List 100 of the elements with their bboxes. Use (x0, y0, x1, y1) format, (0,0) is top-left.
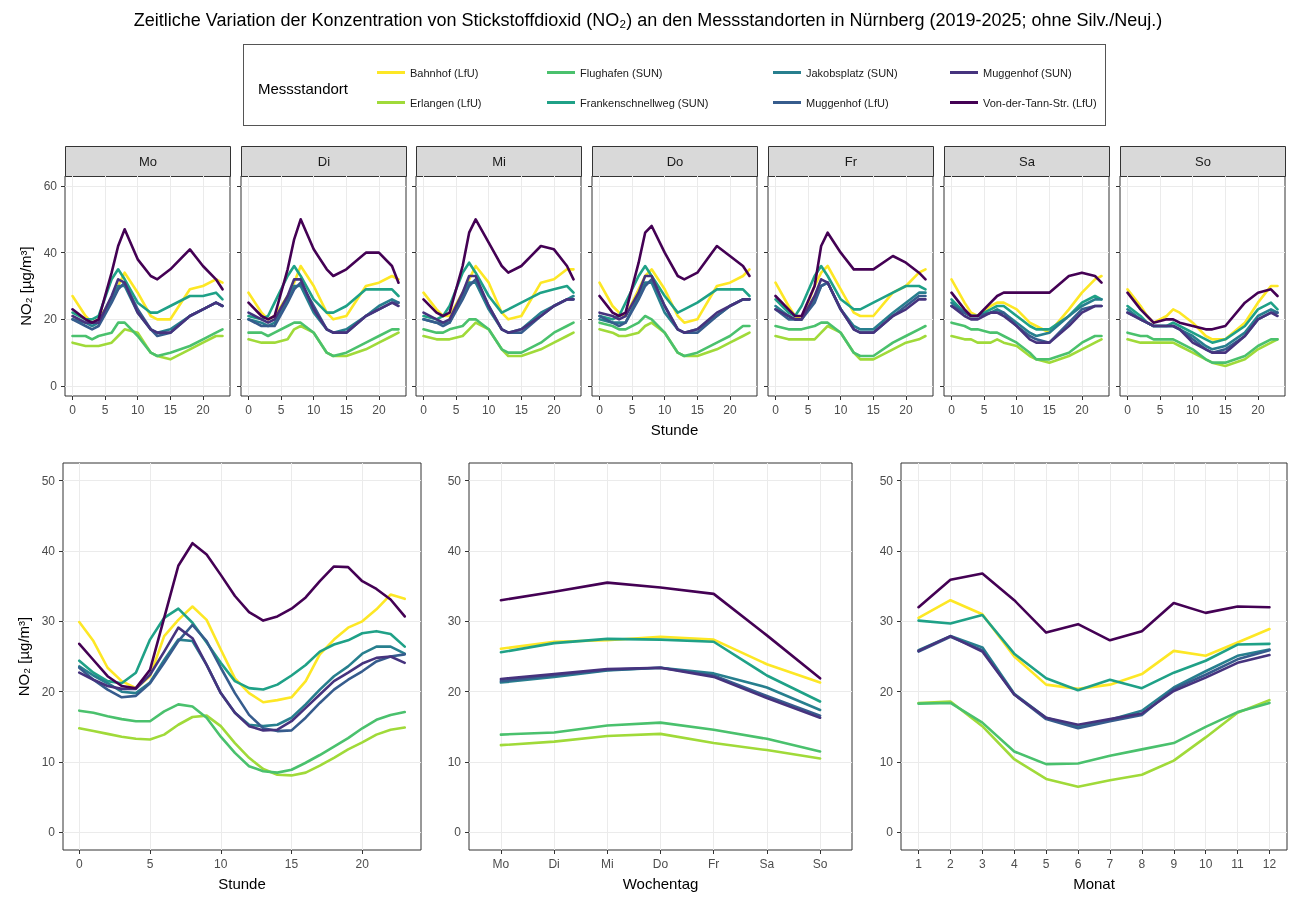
x-tick-label: 7 (1106, 857, 1114, 871)
chart-subtitle: Fr (844, 154, 858, 169)
x-tick-label: 10 (834, 403, 848, 417)
x-tick-label: 10 (482, 403, 496, 417)
x-tick-label: 10 (131, 403, 145, 417)
x-tick-label: 0 (245, 403, 253, 417)
y-tick-label: 30 (447, 614, 462, 629)
x-tick-label: 0 (75, 857, 83, 871)
legend-label: Frankenschnellweg (SUN) (580, 96, 709, 109)
x-tick-label: Di (548, 857, 560, 871)
x-tick-label: 15 (1218, 403, 1233, 417)
x-tick-label: Do (652, 857, 669, 871)
y-tick-label: 30 (41, 614, 56, 629)
x-tick-label: 15 (690, 403, 705, 417)
x-tick-label: 15 (1042, 403, 1057, 417)
x-tick-label: 20 (899, 403, 913, 417)
chart-subtitle: Mi (492, 154, 506, 169)
legend-label: Von-der-Tann-Str. (LfU) (983, 96, 1097, 109)
y-tick-label: 50 (447, 473, 462, 488)
chart-subtitle: Sa (1019, 154, 1036, 169)
x-tick-label: 0 (596, 403, 604, 417)
x-tick-label: 20 (196, 403, 210, 417)
x-axis-title: Stunde (218, 875, 266, 892)
x-tick-label: 5 (452, 403, 460, 417)
x-tick-label: 5 (277, 403, 285, 417)
x-tick-label: 9 (1170, 857, 1178, 871)
x-axis-title: Monat (1073, 875, 1116, 892)
x-tick-label: 0 (1124, 403, 1132, 417)
x-axis-title: Stunde (650, 421, 699, 438)
x-tick-label: 5 (628, 403, 636, 417)
x-tick-label: 10 (658, 403, 672, 417)
x-tick-label: 0 (420, 403, 428, 417)
x-tick-label: 15 (514, 403, 529, 417)
y-tick-label: 40 (43, 245, 58, 260)
x-tick-label: 10 (1186, 403, 1200, 417)
x-tick-label: 5 (1042, 857, 1050, 871)
x-tick-label: 0 (772, 403, 780, 417)
y-tick-label: 20 (447, 684, 462, 699)
y-tick-label: 0 (50, 379, 58, 393)
x-tick-label: Sa (759, 857, 775, 871)
x-tick-label: 10 (1010, 403, 1024, 417)
x-tick-label: 20 (723, 403, 737, 417)
x-tick-label: 6 (1074, 857, 1082, 871)
x-tick-label: Fr (708, 857, 720, 871)
legend-label: Erlangen (LfU) (410, 96, 482, 109)
chart-subtitle: Do (666, 154, 684, 169)
y-axis-title: NO₂ [µg/m³] (14, 616, 32, 697)
y-tick-label: 10 (879, 755, 894, 770)
legend-label: Muggenhof (SUN) (983, 66, 1072, 79)
x-tick-label: 3 (979, 857, 986, 871)
y-tick-label: 10 (447, 755, 462, 770)
x-tick-label: Mo (492, 857, 510, 871)
y-tick-label: 40 (447, 543, 462, 558)
x-tick-label: 10 (307, 403, 321, 417)
x-tick-label: 0 (948, 403, 956, 417)
y-tick-label: 10 (41, 755, 56, 770)
chart-subtitle: Di (317, 154, 331, 169)
x-tick-label: 5 (980, 403, 988, 417)
x-tick-label: 4 (1010, 857, 1018, 871)
x-tick-label: So (812, 857, 828, 871)
x-tick-label: 5 (1156, 403, 1164, 417)
x-tick-label: 15 (866, 403, 881, 417)
x-tick-label: 10 (1198, 857, 1213, 871)
x-tick-label: 20 (355, 857, 370, 871)
y-tick-label: 20 (879, 684, 894, 699)
y-tick-label: 0 (886, 825, 894, 840)
x-tick-label: Mi (600, 857, 614, 871)
legend-title: Messstandort (258, 80, 349, 97)
x-tick-label: 12 (1262, 857, 1277, 871)
x-axis-title: Wochentag (622, 875, 699, 892)
x-tick-label: 0 (69, 403, 77, 417)
y-tick-label: 0 (48, 825, 56, 840)
y-tick-label: 30 (879, 614, 894, 629)
y-tick-label: 20 (43, 312, 58, 327)
y-tick-label: 60 (43, 179, 58, 193)
legend-label: Flughafen (SUN) (580, 66, 663, 79)
legend-label: Muggenhof (LfU) (806, 96, 889, 109)
x-tick-label: 11 (1231, 857, 1245, 871)
y-tick-label: 40 (41, 543, 56, 558)
x-tick-label: 20 (1075, 403, 1089, 417)
y-axis-title: NO₂ [µg/m³] (16, 246, 34, 326)
x-tick-label: 20 (1251, 403, 1265, 417)
y-tick-label: 40 (879, 543, 894, 558)
y-tick-label: 50 (41, 473, 56, 488)
y-tick-label: 20 (41, 684, 56, 699)
x-tick-label: 15 (163, 403, 178, 417)
y-tick-label: 50 (879, 473, 894, 488)
x-tick-label: 2 (947, 857, 955, 871)
text: Zeitliche Variation der Konzentration von Stickstoffdioxid (NO₂) an den Messstandorten in Nürnberg (2019-2025; ohne Silv./Neuj.) (133, 10, 1163, 30)
x-tick-label: 5 (146, 857, 154, 871)
x-tick-label: 10 (214, 857, 228, 871)
x-tick-label: 5 (101, 403, 109, 417)
chart-subtitle: Mo (138, 154, 158, 169)
x-tick-label: 20 (372, 403, 386, 417)
legend-label: Jakobsplatz (SUN) (806, 66, 898, 79)
x-tick-label: 15 (284, 857, 299, 871)
chart-subtitle: So (1195, 154, 1211, 169)
y-tick-label: 0 (454, 825, 462, 840)
x-tick-label: 8 (1138, 857, 1146, 871)
x-tick-label: 20 (547, 403, 561, 417)
